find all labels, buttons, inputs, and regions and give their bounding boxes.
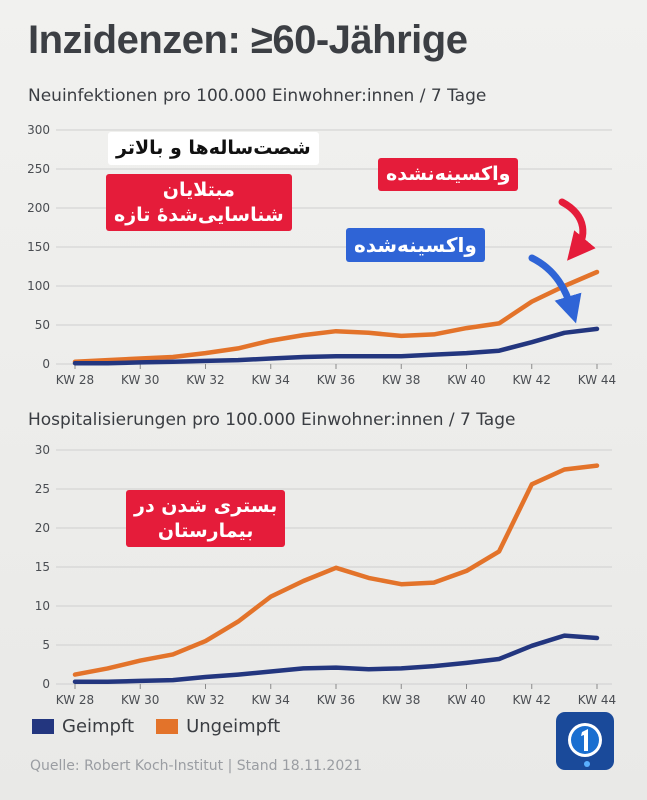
series-line-geimpft (72, 633, 600, 684)
x-tick-label: KW 36 (317, 693, 355, 707)
x-tick-label: KW 44 (578, 373, 616, 387)
x-tick-label: KW 32 (186, 373, 224, 387)
annotation-hospitalized: بستری شدن در بیمارستان (126, 490, 286, 548)
chart-title-hospitalizations: Hospitalisierungen pro 100.000 Einwohner… (28, 410, 516, 430)
y-tick-label: 15 (35, 560, 50, 574)
legend-item-vaccinated: Geimpft (32, 716, 134, 737)
x-tick-label: KW 34 (252, 693, 290, 707)
y-tick-label: 250 (27, 162, 50, 176)
x-tick-label: KW 34 (252, 373, 290, 387)
page-title: Inzidenzen: ≥60-Jährige (28, 18, 468, 62)
annotation-arrows (528, 198, 596, 324)
y-tick-label: 150 (27, 240, 50, 254)
series-line-ungeimpft (72, 269, 600, 364)
x-tick-label: KW 40 (447, 693, 485, 707)
y-tick-label: 50 (35, 318, 50, 332)
y-tick-label: 30 (35, 443, 50, 457)
annotation-new-infections-line1: مبتلایان (162, 179, 235, 201)
y-tick-label: 0 (42, 357, 50, 371)
x-tick-label: KW 38 (382, 373, 420, 387)
arrow-unvaccinated-icon (558, 198, 596, 261)
legend: Geimpft Ungeimpft (32, 716, 302, 737)
x-tick-label: KW 30 (121, 693, 159, 707)
annotation-unvaccinated: واکسینه‌نشده (378, 158, 519, 191)
y-tick-label: 10 (35, 599, 50, 613)
annotation-new-infections-line2: شناسایی‌شدهٔ تازه (114, 203, 284, 226)
annotation-hospitalized-line2: بیمارستان (157, 519, 254, 542)
y-tick-label: 100 (27, 279, 50, 293)
x-tick-label: KW 44 (578, 693, 616, 707)
legend-label-vaccinated: Geimpft (62, 716, 135, 737)
y-tick-label: 200 (27, 201, 50, 215)
tagesschau-logo-icon (556, 712, 614, 770)
x-tick-label: KW 38 (382, 693, 420, 707)
y-tick-label: 300 (27, 123, 50, 137)
y-tick-label: 20 (35, 521, 50, 535)
arrow-vaccinated-icon (528, 254, 582, 324)
series-line-geimpft (72, 326, 600, 366)
x-tick-label: KW 36 (317, 373, 355, 387)
x-tick-label: KW 30 (121, 373, 159, 387)
chart-title-infections: Neuinfektionen pro 100.000 Einwohner:inn… (28, 86, 487, 106)
x-tick-label: KW 32 (186, 693, 224, 707)
source-note: Quelle: Robert Koch-Institut | Stand 18.… (30, 758, 363, 774)
y-tick-label: 5 (42, 638, 50, 652)
y-tick-label: 0 (42, 677, 50, 691)
x-tick-label: KW 42 (513, 373, 551, 387)
legend-swatch-vaccinated (32, 719, 54, 734)
legend-label-unvaccinated: Ungeimpft (186, 716, 281, 737)
y-tick-label: 25 (35, 482, 50, 496)
legend-swatch-unvaccinated (156, 719, 179, 734)
legend-item-unvaccinated: Ungeimpft (156, 716, 280, 737)
x-tick-label: KW 28 (56, 373, 94, 387)
x-tick-label: KW 40 (447, 373, 485, 387)
annotation-vaccinated: واکسینه‌شده (346, 228, 485, 262)
series-line-ungeimpft (72, 463, 600, 677)
annotation-hospitalized-line1: بستری شدن در (134, 495, 278, 517)
infections-chart: 0 50 100 150 200 250 300 KW 28 KW 30 KW 32 KW 34 KW… (27, 123, 616, 387)
x-tick-label: KW 42 (513, 693, 551, 707)
hospitalizations-chart: 0 5 10 15 20 25 30 KW 28 KW 30 KW 32 KW 34 KW 36 KW … (35, 443, 616, 707)
annotation-age-group: شصت‌ساله‌ها و بالاتر (108, 132, 319, 165)
x-tick-label: KW 28 (56, 693, 94, 707)
annotation-new-infections: مبتلایان شناسایی‌شدهٔ تازه (106, 174, 292, 232)
